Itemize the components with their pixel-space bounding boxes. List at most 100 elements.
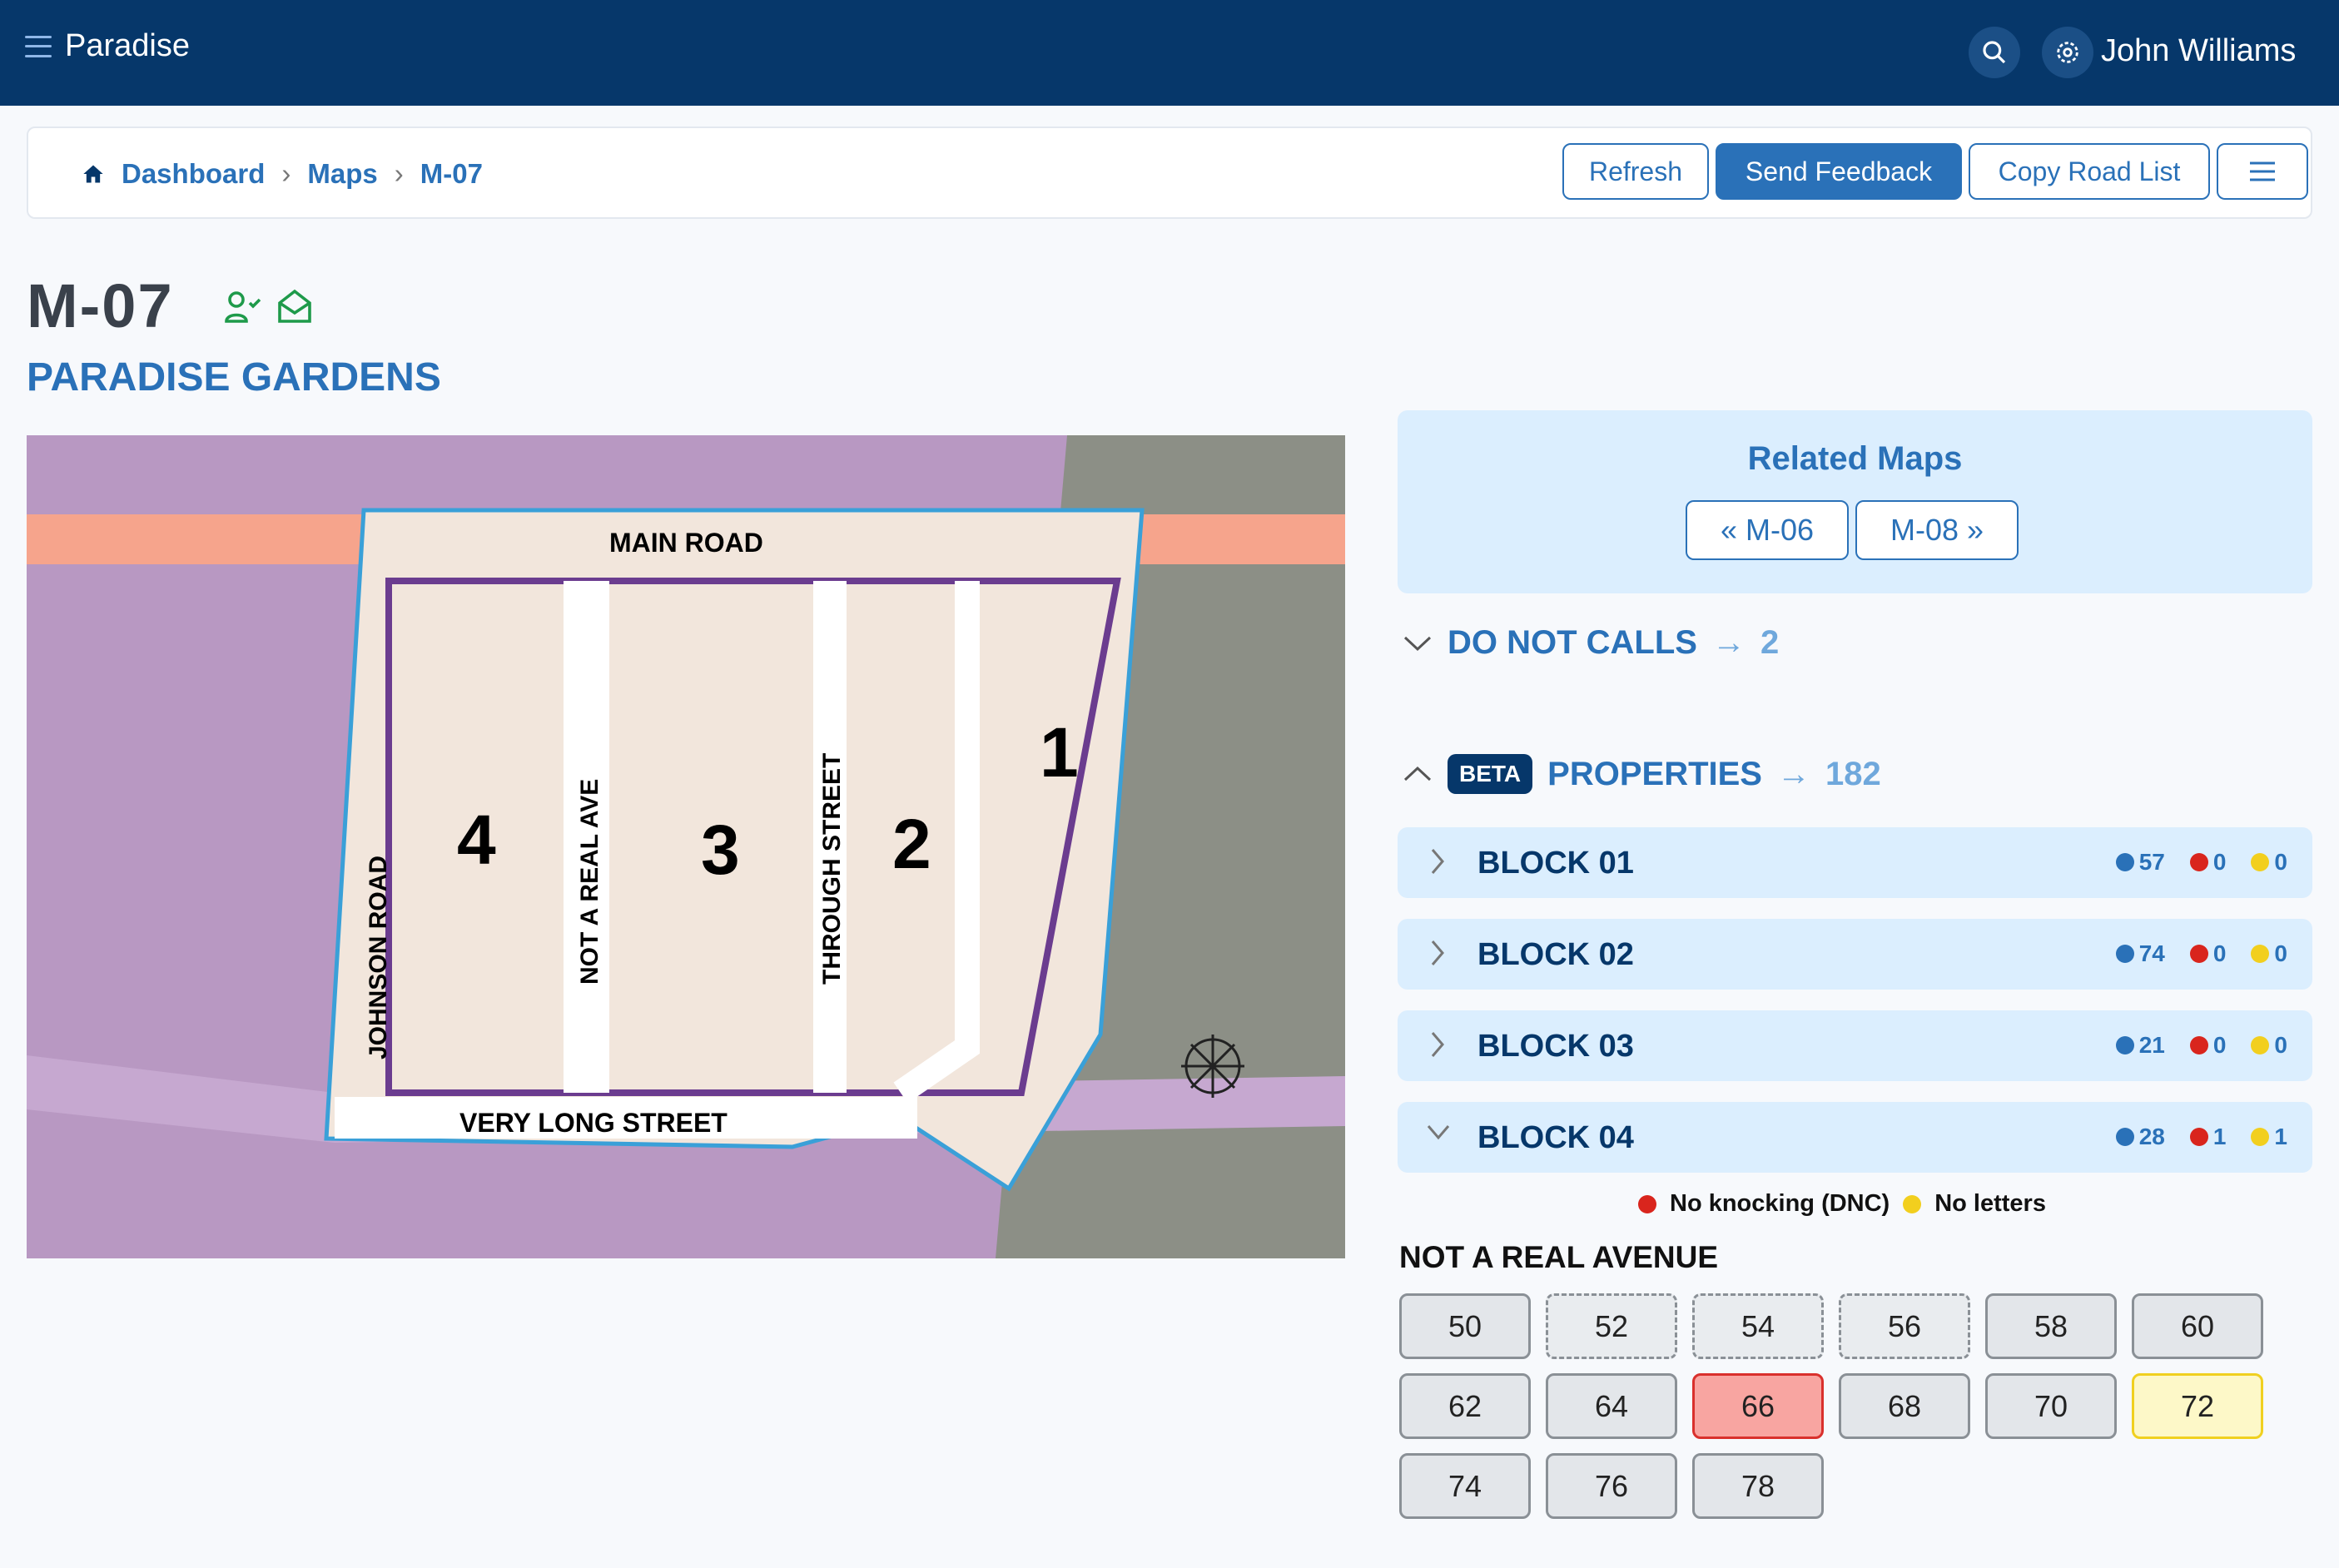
property-count: 57	[2138, 849, 2165, 875]
house-number-button[interactable]: 68	[1839, 1373, 1970, 1439]
chevron-right-icon	[1431, 1032, 1444, 1057]
next-map-button[interactable]: M-08»	[1855, 500, 2019, 560]
house-number-button[interactable]: 56	[1839, 1293, 1970, 1359]
dnc-count: 0	[2212, 1032, 2227, 1058]
block-number-2: 2	[892, 805, 931, 883]
block-stats: 57 0 0	[2115, 849, 2287, 876]
block-row[interactable]: BLOCK 03 21 0 0	[1398, 1010, 2312, 1081]
map-label-very-long-street: VERY LONG STREET	[459, 1108, 728, 1138]
gear-icon	[2057, 42, 2078, 63]
breadcrumb-maps[interactable]: Maps	[307, 158, 378, 189]
block-row[interactable]: BLOCK 04 28 1 1	[1398, 1102, 2312, 1173]
no-letters-count: 0	[2274, 1032, 2287, 1058]
user-check-icon	[225, 291, 261, 323]
app-menu[interactable]: Paradise	[25, 28, 190, 64]
red-dot-icon	[2189, 945, 2208, 963]
properties-toggle[interactable]: BETA PROPERTIES → 182	[1403, 754, 1881, 794]
chevron-right-icon: ›	[281, 158, 291, 189]
block-number-1: 1	[1040, 713, 1079, 791]
house-number-button[interactable]: 76	[1546, 1453, 1677, 1519]
yellow-dot-icon	[2251, 1128, 2270, 1146]
street-name: NOT A REAL AVENUE	[1399, 1240, 1719, 1274]
properties-label: PROPERTIES	[1547, 755, 1762, 792]
refresh-button[interactable]: Refresh	[1562, 143, 1709, 200]
property-count: 28	[2138, 1124, 2165, 1149]
chevrons-left-icon: «	[1720, 513, 1737, 547]
block-label: BLOCK 02	[1477, 937, 1634, 972]
page-title: M-07	[27, 271, 174, 340]
block-number-3: 3	[701, 811, 740, 889]
map-label-through-street: THROUGH STREET	[818, 753, 846, 985]
top-navbar: Paradise John Williams	[0, 0, 2339, 106]
beta-badge: BETA	[1448, 754, 1533, 794]
house-number-button[interactable]: 54	[1692, 1293, 1824, 1359]
house-number-button[interactable]: 72	[2132, 1373, 2263, 1439]
legend-dnc: No knocking (DNC)	[1670, 1190, 1890, 1217]
chevrons-right-icon: »	[1967, 513, 1984, 547]
no-letters-count: 0	[2274, 940, 2287, 966]
no-letters-count: 0	[2274, 849, 2287, 875]
blue-dot-icon	[2115, 1128, 2134, 1146]
yellow-dot-icon	[2251, 1036, 2270, 1054]
related-maps-title: Related Maps	[1747, 440, 1963, 477]
settings-button[interactable]	[2042, 27, 2093, 78]
yellow-dot-icon	[2251, 945, 2270, 963]
house-number-button[interactable]: 66	[1692, 1373, 1824, 1439]
compass-icon	[1181, 1035, 1244, 1098]
red-dot-icon	[2189, 1036, 2208, 1054]
chevron-down-icon	[1427, 1125, 1450, 1140]
breadcrumb: Dashboard › Maps › M-07	[82, 158, 483, 190]
house-number-button[interactable]: 62	[1399, 1373, 1531, 1439]
house-number-button[interactable]: 64	[1546, 1373, 1677, 1439]
send-feedback-button[interactable]: Send Feedback	[1716, 143, 1962, 200]
block-label: BLOCK 01	[1477, 846, 1634, 881]
related-maps-panel: Related Maps « M-06 M-08»	[1398, 410, 2312, 593]
house-number-button[interactable]: 60	[2132, 1293, 2263, 1359]
chevron-down-icon	[1403, 636, 1432, 651]
do-not-calls-toggle[interactable]: DO NOT CALLS → 2	[1403, 624, 1779, 662]
hamburger-icon	[2250, 161, 2275, 181]
hamburger-icon[interactable]	[25, 35, 52, 57]
next-map-label: M-08	[1890, 513, 1959, 547]
user-name[interactable]: John Williams	[2101, 33, 2297, 68]
search-icon	[1983, 41, 2006, 64]
yellow-dot-icon	[1903, 1194, 1922, 1213]
legend-no-letters: No letters	[1934, 1190, 2046, 1217]
block-row[interactable]: BLOCK 01 57 0 0	[1398, 827, 2312, 898]
status-legend: No knocking (DNC) No letters	[1638, 1190, 2046, 1218]
breadcrumb-bar: Dashboard › Maps › M-07 Refresh Send Fee…	[27, 127, 2312, 219]
yellow-dot-icon	[2251, 853, 2270, 871]
house-number-button[interactable]: 52	[1546, 1293, 1677, 1359]
block-row[interactable]: BLOCK 02 74 0 0	[1398, 919, 2312, 990]
block-label: BLOCK 04	[1477, 1120, 1634, 1155]
arrow-right-icon: →	[1711, 624, 1746, 661]
dnc-count: 0	[2212, 940, 2227, 966]
search-button[interactable]	[1969, 27, 2020, 78]
breadcrumb-current[interactable]: M-07	[420, 158, 483, 189]
chevron-up-icon	[1403, 766, 1432, 782]
map-label-johnson-road: JOHNSON ROAD	[365, 856, 392, 1059]
house-number-button[interactable]: 70	[1985, 1373, 2117, 1439]
house-number-button[interactable]: 78	[1692, 1453, 1824, 1519]
page-subtitle: PARADISE GARDENS	[27, 355, 441, 399]
chevron-right-icon	[1431, 940, 1444, 965]
territory-map[interactable]: MAIN ROAD VERY LONG STREET JOHNSON ROAD …	[27, 435, 1345, 1258]
prev-map-button[interactable]: « M-06	[1686, 500, 1849, 560]
block-stats: 21 0 0	[2115, 1032, 2287, 1059]
chevron-right-icon	[1431, 849, 1444, 874]
app-name: Paradise	[65, 28, 190, 63]
block-stats: 74 0 0	[2115, 940, 2287, 967]
more-menu-button[interactable]	[2217, 143, 2308, 200]
copy-road-list-button[interactable]: Copy Road List	[1969, 143, 2210, 200]
red-dot-icon	[1638, 1194, 1656, 1213]
house-number-button[interactable]: 74	[1399, 1453, 1531, 1519]
envelope-open-icon	[278, 289, 311, 323]
no-letters-count: 1	[2274, 1124, 2287, 1149]
home-icon[interactable]	[82, 162, 105, 186]
house-number-button[interactable]: 50	[1399, 1293, 1531, 1359]
property-count: 21	[2138, 1032, 2165, 1058]
breadcrumb-dashboard[interactable]: Dashboard	[122, 158, 266, 189]
map-label-not-a-real-ave: NOT A REAL AVE	[576, 779, 603, 985]
property-count: 74	[2138, 940, 2165, 966]
house-number-button[interactable]: 58	[1985, 1293, 2117, 1359]
